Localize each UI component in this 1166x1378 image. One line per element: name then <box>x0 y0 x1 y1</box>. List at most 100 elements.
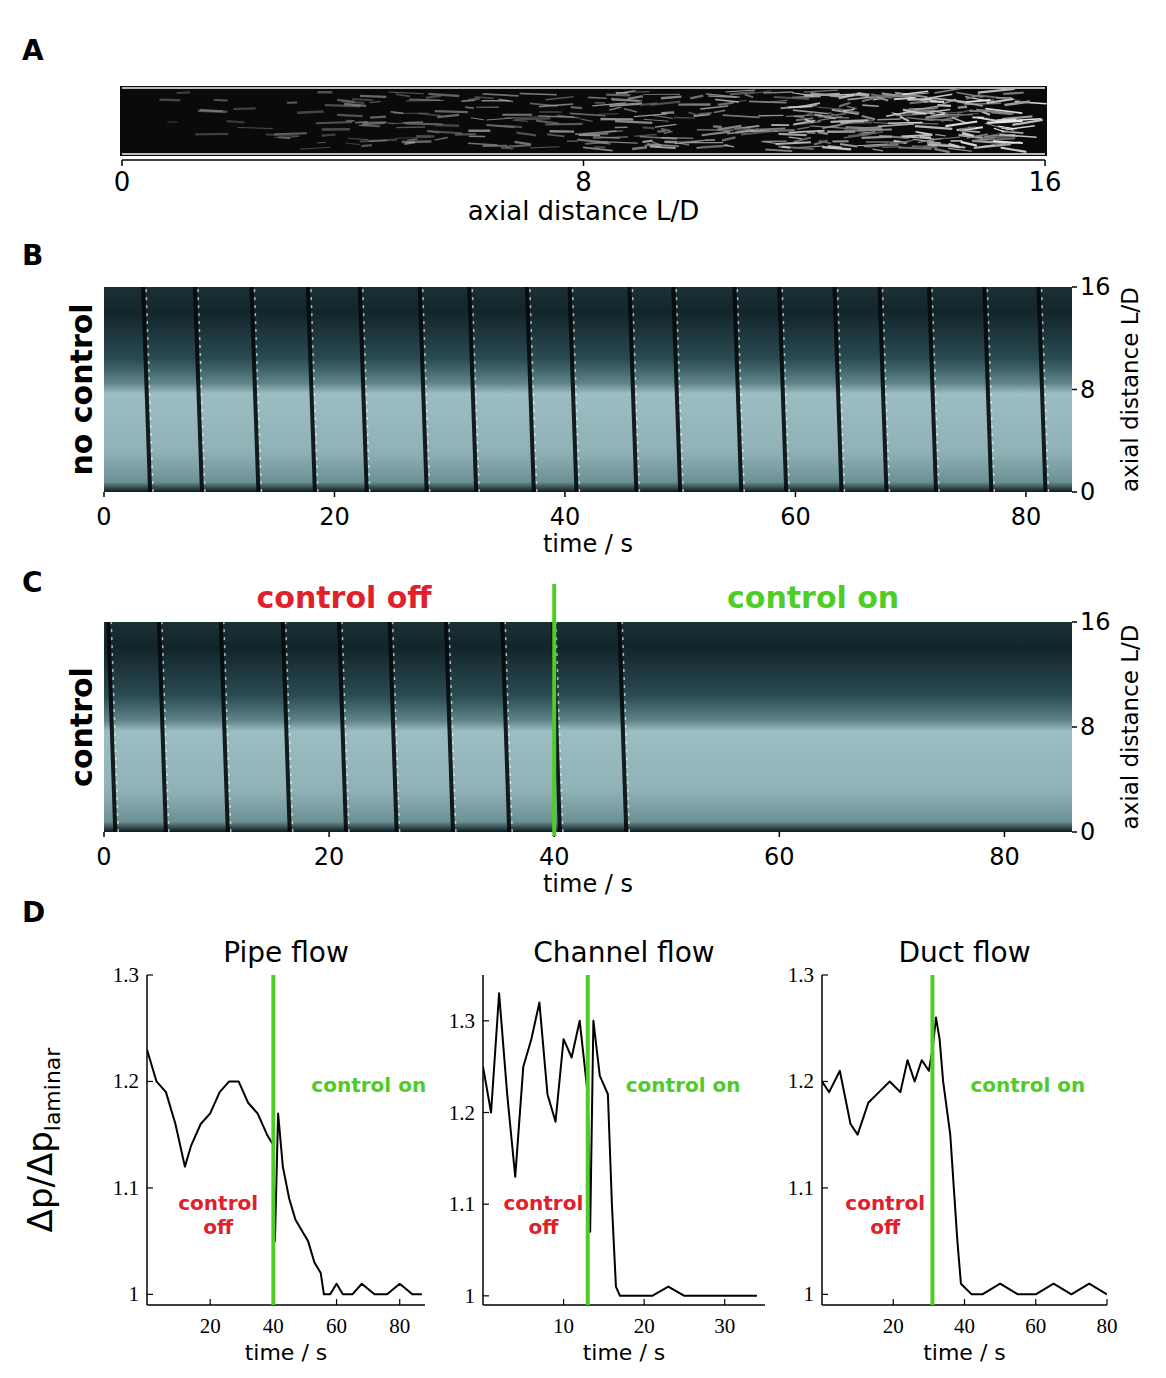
puff-stripe <box>673 287 683 492</box>
puff-stripe <box>446 622 456 832</box>
flow-streak <box>719 103 734 105</box>
flow-streak <box>664 141 677 144</box>
flow-streak <box>416 135 434 138</box>
flow-streak <box>642 141 652 142</box>
puff-edge <box>146 287 153 492</box>
flow-streak <box>435 111 468 112</box>
y-tick <box>1072 389 1077 391</box>
flow-streak <box>832 140 848 142</box>
flow-streak <box>789 137 802 139</box>
flow-streak <box>407 139 417 141</box>
x-tick <box>336 1299 337 1305</box>
flow-streak <box>316 122 352 123</box>
flow-streak <box>771 124 789 126</box>
flow-streak <box>699 113 712 114</box>
puff-edge <box>556 622 563 832</box>
y-tick-label: 1 <box>129 1282 140 1306</box>
flow-streak <box>475 97 494 98</box>
flow-streak <box>297 112 323 113</box>
flow-streak <box>530 147 559 148</box>
flow-streak <box>482 94 518 96</box>
flow-streak <box>714 110 726 112</box>
y-tick-label: 1.2 <box>788 1069 814 1093</box>
puff-stripe <box>143 287 153 492</box>
flow-streak <box>370 101 381 103</box>
flow-streak <box>476 107 499 108</box>
flow-streak <box>892 113 901 115</box>
flow-streak <box>862 116 875 119</box>
flow-streak <box>657 130 665 132</box>
flow-streak <box>688 112 697 115</box>
puff-core <box>879 287 886 492</box>
puff-edge <box>423 287 430 492</box>
puff-stripe <box>879 287 889 492</box>
flow-streak <box>763 91 793 93</box>
puff-edge <box>342 622 349 832</box>
flow-streak <box>966 95 980 99</box>
x-tick <box>563 1299 564 1305</box>
pipe-image <box>120 86 1047 156</box>
y-tick <box>483 1020 489 1021</box>
flow-streak <box>428 131 439 133</box>
x-axis-title: time / s <box>245 1340 328 1365</box>
flow-streak <box>391 112 404 113</box>
control-on-label: control on <box>311 1073 426 1097</box>
x-tick-label: 30 <box>714 1314 735 1338</box>
puff-edge <box>198 287 205 492</box>
control-on-label: control on <box>626 1073 741 1097</box>
flow-streak <box>275 137 288 138</box>
pipe-background <box>120 86 1047 156</box>
flow-streak <box>581 119 593 121</box>
flow-streak <box>789 131 825 133</box>
flow-streak <box>930 100 944 103</box>
y-tick <box>147 1294 153 1295</box>
flow-streak <box>513 120 528 122</box>
flow-streak <box>426 96 441 98</box>
x-tick-label: 20 <box>883 1314 904 1338</box>
flow-streak <box>774 97 809 99</box>
flow-streak <box>370 117 386 118</box>
flow-streak <box>571 107 582 108</box>
panel-title: Channel flow <box>533 936 715 969</box>
flow-streak <box>839 103 850 107</box>
x-tick <box>121 160 123 166</box>
flow-streak <box>775 142 810 144</box>
flow-streak <box>796 118 813 120</box>
flow-streak <box>539 104 573 107</box>
control-off-label: controloff <box>178 1191 258 1239</box>
flow-streak <box>1002 116 1033 119</box>
puff-core <box>143 287 150 492</box>
puff-stripe <box>569 287 579 492</box>
puff-stripe <box>734 287 744 492</box>
x-tick <box>964 1299 965 1305</box>
y-axis-title: Δp/Δplaminar <box>20 1047 65 1233</box>
flow-streak <box>227 121 245 122</box>
flow-streak <box>902 137 934 139</box>
puff-edge <box>530 287 537 492</box>
x-tick-label: 16 <box>1028 167 1061 197</box>
row-title: no control <box>64 303 99 475</box>
y-tick <box>483 1112 489 1113</box>
flow-streak <box>925 115 948 117</box>
y-tick <box>822 1187 828 1188</box>
flow-streak <box>486 118 513 120</box>
flow-streak <box>644 94 680 95</box>
flow-streak <box>987 99 1014 103</box>
puff-edge <box>311 287 318 492</box>
puff-edge <box>676 287 683 492</box>
puff-edge <box>286 622 293 832</box>
puff-edge <box>932 287 939 492</box>
flow-streak <box>822 147 851 149</box>
puff-core <box>984 287 991 492</box>
flow-streak <box>999 135 1036 138</box>
flow-streak <box>402 140 432 143</box>
x-tick-label: 20 <box>319 503 350 531</box>
control-off-label: controloff <box>503 1191 583 1239</box>
puff-edge <box>987 287 994 492</box>
plot-background <box>104 287 1072 492</box>
puff-edge <box>632 287 639 492</box>
y-tick-label: 16 <box>1080 608 1111 636</box>
y-tick-label: 1.1 <box>788 1176 814 1200</box>
flow-streak <box>593 137 620 139</box>
flow-streak <box>978 89 1015 93</box>
